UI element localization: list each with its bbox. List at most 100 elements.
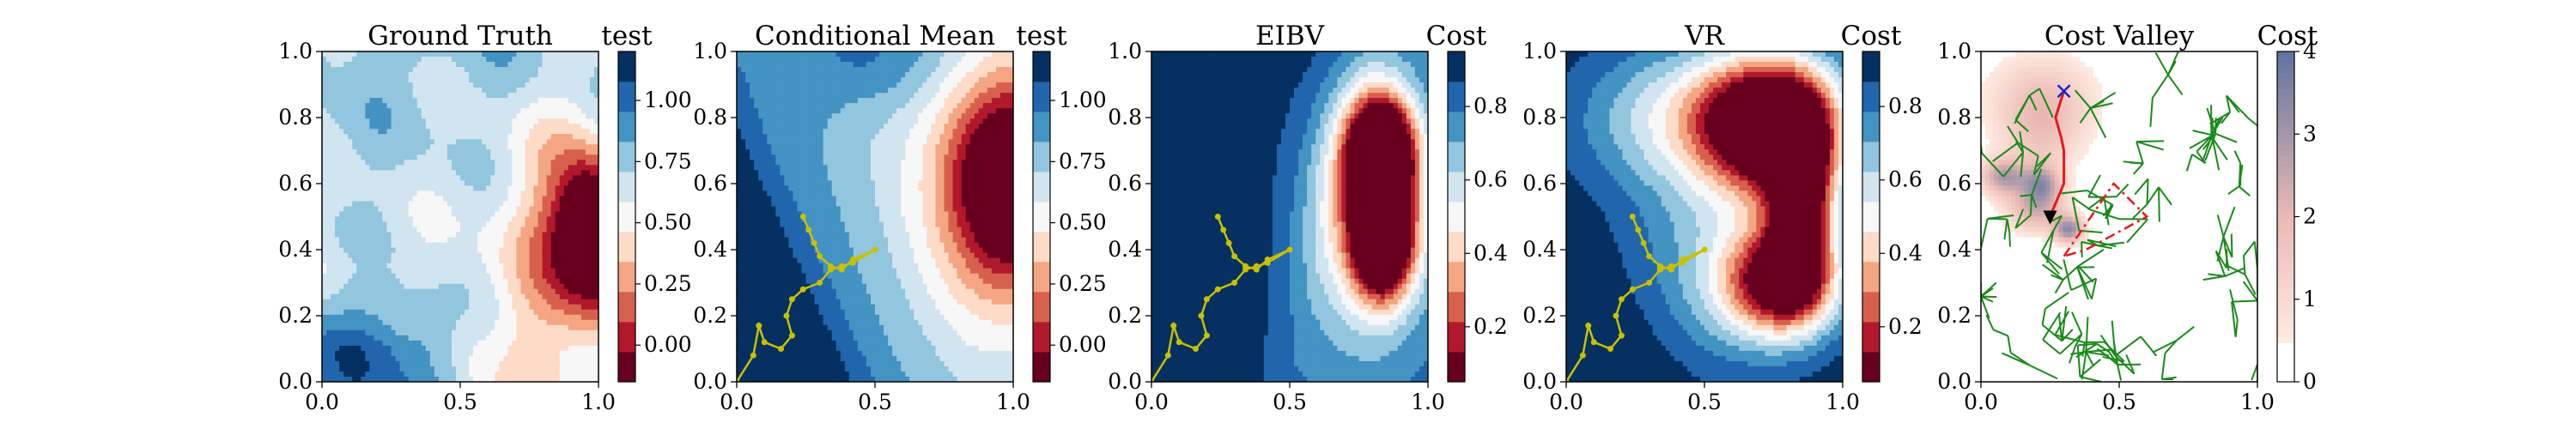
heatmap-cell	[395, 314, 401, 321]
heatmap-cell	[395, 124, 401, 130]
heatmap-cell	[447, 134, 453, 140]
heatmap-cell	[469, 247, 474, 254]
heatmap-cell	[343, 103, 349, 109]
heatmap-cell	[580, 206, 586, 213]
heatmap-cell	[490, 190, 495, 197]
heatmap-cell	[386, 144, 392, 150]
heatmap-cell	[499, 227, 504, 233]
heatmap-cell	[991, 103, 997, 109]
heatmap-cell	[339, 134, 344, 140]
heatmap-cell	[391, 340, 397, 347]
heatmap-cell	[451, 283, 457, 290]
heatmap-cell	[382, 144, 388, 150]
heatmap-cell	[416, 190, 422, 197]
heatmap-cell	[469, 329, 474, 336]
heatmap-cell	[568, 366, 574, 372]
heatmap-cell	[888, 103, 893, 109]
heatmap-cell	[572, 324, 578, 331]
heatmap-cell	[395, 319, 401, 326]
heatmap-cell	[348, 108, 353, 114]
heatmap-cell	[451, 314, 457, 321]
heatmap-cell	[322, 237, 327, 244]
x-tick-label: 0.0	[305, 390, 339, 414]
heatmap-cell	[999, 93, 1005, 99]
heatmap-cell	[482, 252, 487, 259]
heatmap-cell	[884, 82, 889, 88]
heatmap-cell	[948, 51, 954, 57]
heatmap-cell	[352, 113, 357, 119]
heatmap-cell	[823, 113, 829, 119]
heatmap-cell	[460, 247, 465, 254]
heatmap-cell	[922, 51, 927, 57]
heatmap-cell	[361, 221, 366, 228]
heatmap-cell	[322, 144, 327, 150]
heatmap-cell	[563, 62, 569, 68]
heatmap-cell	[918, 93, 923, 99]
heatmap-cell	[434, 355, 440, 362]
heatmap-cell	[503, 77, 508, 83]
heatmap-cell	[593, 329, 598, 336]
heatmap-cell	[572, 180, 578, 187]
heatmap-cell	[326, 252, 331, 259]
heatmap-cell	[386, 366, 392, 372]
heatmap-cell	[382, 299, 388, 305]
heatmap-cell	[438, 314, 444, 321]
heatmap-cell	[1008, 67, 1013, 73]
heatmap-cell	[339, 324, 344, 331]
heatmap-cell	[356, 376, 361, 382]
heatmap-cell	[835, 51, 841, 57]
heatmap-cell	[525, 319, 531, 326]
heatmap-cell	[533, 293, 539, 300]
heatmap-cell	[399, 57, 405, 63]
heatmap-cell	[490, 165, 495, 171]
heatmap-cell	[542, 67, 548, 73]
heatmap-cell	[762, 67, 768, 73]
heatmap-cell	[348, 196, 353, 202]
heatmap-cell	[382, 51, 388, 57]
heatmap-cell	[416, 304, 422, 311]
heatmap-cell	[339, 149, 344, 155]
heatmap-cell	[331, 144, 336, 150]
heatmap-cell	[542, 283, 548, 290]
heatmap-cell	[589, 366, 595, 372]
heatmap-cell	[580, 144, 586, 150]
heatmap-cell	[447, 216, 453, 223]
heatmap-cell	[563, 329, 569, 336]
heatmap-cell	[421, 242, 427, 249]
heatmap-cell	[434, 67, 440, 73]
heatmap-cell	[451, 247, 457, 254]
heatmap-cell	[391, 62, 397, 68]
heatmap-cell	[550, 57, 556, 63]
heatmap-cell	[516, 366, 522, 372]
heatmap-cell	[399, 324, 405, 331]
heatmap-cell	[982, 103, 988, 109]
heatmap-cell	[788, 72, 794, 78]
heatmap-cell	[499, 185, 504, 192]
heatmap-cell	[369, 57, 374, 63]
heatmap-cell	[568, 62, 574, 68]
heatmap-cell	[568, 340, 574, 347]
heatmap-cell	[465, 268, 470, 275]
heatmap-cell	[576, 185, 582, 192]
heatmap-cell	[589, 72, 595, 78]
heatmap-cell	[460, 324, 465, 331]
heatmap-cell	[884, 67, 889, 73]
heatmap-cell	[425, 165, 431, 171]
heatmap-cell	[965, 98, 971, 104]
heatmap-cell	[520, 160, 526, 166]
heatmap-cell	[412, 77, 418, 83]
heatmap-cell	[767, 82, 772, 88]
heatmap-cell	[395, 211, 401, 218]
heatmap-cell	[593, 57, 598, 63]
heatmap-cell	[438, 67, 444, 73]
heatmap-cell	[580, 309, 586, 316]
heatmap-cell	[563, 278, 569, 285]
heatmap-cell	[378, 371, 384, 378]
heatmap-cell	[870, 82, 876, 88]
heatmap-cell	[382, 376, 388, 382]
heatmap-cell	[322, 170, 327, 176]
heatmap-cell	[326, 185, 331, 192]
heatmap-cell	[503, 360, 508, 367]
heatmap-cell	[348, 180, 353, 187]
heatmap-cell	[335, 201, 340, 208]
